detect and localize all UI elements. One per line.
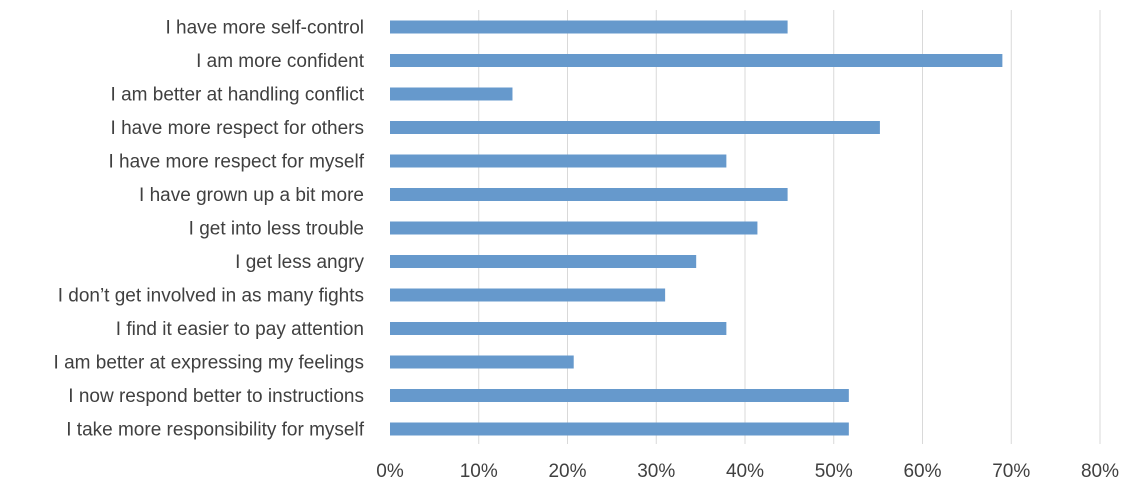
x-tick-label: 20% <box>548 461 586 482</box>
bar <box>390 20 788 34</box>
category-label: I have more respect for others <box>111 118 364 139</box>
bar <box>390 121 880 134</box>
x-tick-label: 60% <box>903 461 941 482</box>
x-tick-label: 50% <box>815 461 853 482</box>
x-tick-label: 40% <box>726 461 764 482</box>
bar <box>390 54 1003 67</box>
bar <box>390 221 758 235</box>
bar <box>390 255 697 268</box>
category-label: I find it easier to pay attention <box>116 319 364 340</box>
bar <box>390 87 513 101</box>
bar <box>390 288 666 302</box>
x-tick-label: 80% <box>1081 461 1119 482</box>
category-label: I now respond better to instructions <box>68 386 364 407</box>
category-label: I am more confident <box>196 51 365 72</box>
bar <box>390 389 849 402</box>
category-label: I have more respect for myself <box>108 152 364 173</box>
x-tick-label: 10% <box>460 461 498 482</box>
bar <box>390 322 727 335</box>
category-label: I take more responsibility for myself <box>66 420 364 441</box>
category-label: I get less angry <box>235 252 364 273</box>
bars <box>390 20 1003 436</box>
category-labels: I have more self-control I am more confid… <box>54 18 365 441</box>
category-label: I am better at expressing my feelings <box>54 353 364 374</box>
x-axis-tick-labels: 0% 10% 20% 30% 40% 50% 60% 70% 80% <box>376 461 1119 482</box>
category-label: I have grown up a bit more <box>139 185 364 206</box>
category-label: I have more self-control <box>165 18 364 39</box>
x-tick-label: 0% <box>376 461 404 482</box>
bar <box>390 422 849 436</box>
x-tick-label: 30% <box>637 461 675 482</box>
category-label: I don’t get involved in as many fights <box>58 286 364 307</box>
category-label: I am better at handling conflict <box>111 85 365 106</box>
bar <box>390 355 574 369</box>
bar <box>390 154 727 168</box>
category-label: I get into less trouble <box>189 219 364 240</box>
x-tick-label: 70% <box>992 461 1030 482</box>
bar <box>390 188 788 201</box>
